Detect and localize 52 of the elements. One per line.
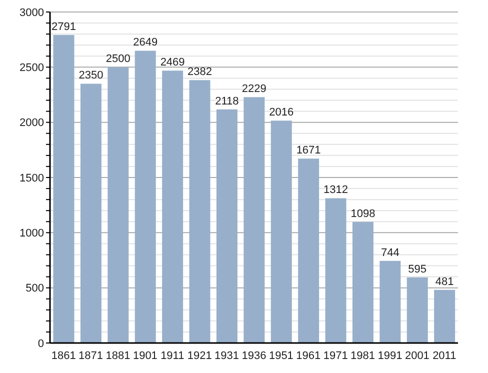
data-label: 2016 [269,106,294,119]
y-tick-label: 500 [26,282,44,295]
y-tick-label: 2000 [20,117,44,130]
data-label: 481 [435,276,454,288]
bar [108,67,129,343]
bar [189,80,210,343]
bar [80,84,102,343]
bar [380,260,401,343]
bar [434,290,456,343]
x-tick-label: 1881 [106,350,130,362]
data-label: 1098 [350,208,376,220]
data-label: 1671 [296,144,321,157]
x-tick-label: 1991 [378,350,402,362]
data-label: 2118 [215,95,239,108]
y-tick-label: 0 [38,338,44,350]
bar [162,70,184,343]
x-tick-label: 1961 [296,350,321,362]
x-tick-label: 1931 [214,350,240,362]
bar [244,97,265,343]
x-tick-label: 1911 [160,350,184,362]
data-label: 744 [380,246,400,259]
data-label: 2382 [188,66,212,78]
bar [270,120,292,343]
x-tick-label: 1936 [242,350,266,362]
x-tick-label: 1921 [187,350,212,362]
x-tick-label: 1981 [350,350,376,362]
data-label: 2469 [160,56,185,69]
data-label: 1312 [324,184,348,196]
x-tick-label: 2001 [404,350,430,362]
y-tick-label: 1000 [20,228,44,240]
y-tick-label: 1500 [20,172,44,184]
bar [53,35,74,343]
x-tick-label: 2011 [432,350,456,362]
bar [134,50,156,343]
data-label: 2229 [242,83,266,96]
x-tick-label: 1951 [268,350,294,362]
data-label: 2350 [78,70,104,82]
bar [406,277,428,343]
bar [216,109,238,343]
bar [325,198,346,343]
data-label: 2649 [133,36,158,49]
bar [298,158,320,343]
x-tick-label: 1871 [78,350,104,362]
x-tick-label: 1971 [323,350,348,362]
y-tick-label: 3000 [20,6,44,19]
data-label: 2791 [52,21,76,34]
bar [352,222,374,343]
data-label: 2500 [106,53,130,66]
data-label: 595 [408,263,427,276]
x-tick-label: 1861 [51,350,76,362]
y-tick-label: 2500 [20,62,44,74]
x-tick-label: 1901 [132,350,158,362]
